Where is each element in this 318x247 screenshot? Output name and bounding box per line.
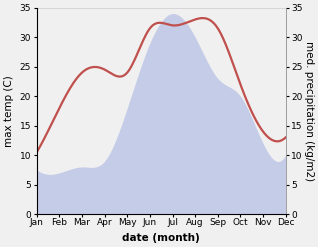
X-axis label: date (month): date (month): [122, 233, 200, 243]
Y-axis label: med. precipitation (kg/m2): med. precipitation (kg/m2): [304, 41, 314, 181]
Y-axis label: max temp (C): max temp (C): [4, 75, 14, 147]
